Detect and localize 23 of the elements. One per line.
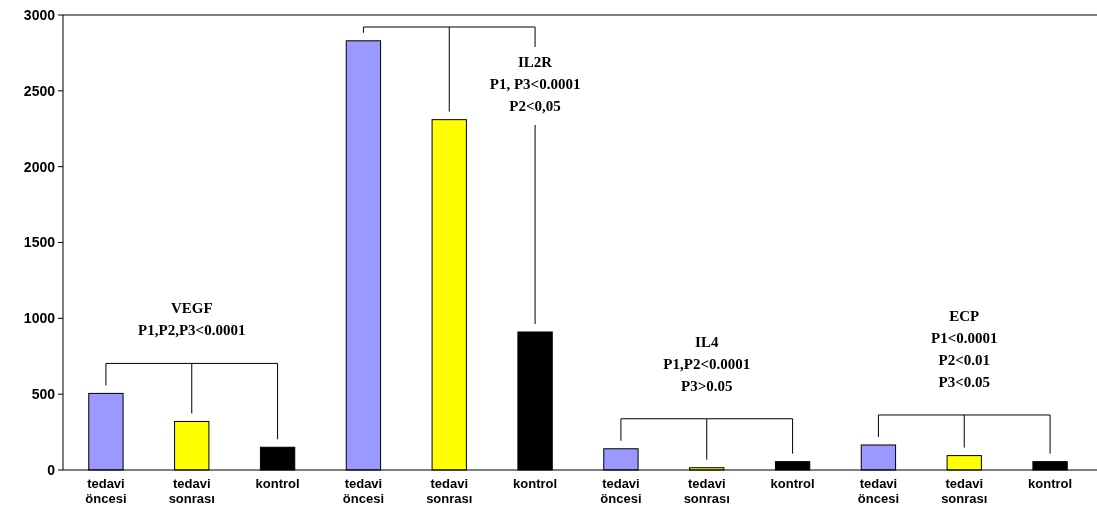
y-tick-label: 2000	[23, 158, 56, 175]
y-tick-label: 3000	[23, 6, 56, 23]
x-tick-label: kontrol	[513, 476, 558, 491]
annotation: IL4 P1,P2<0.0001 P3>0.05	[663, 333, 751, 394]
x-tick-label: tedavi sonrası	[426, 476, 473, 506]
x-tick-label: tedavi öncesi	[85, 476, 127, 506]
x-tick-label: tedavi öncesi	[342, 476, 385, 506]
annotation: IL2R P1, P3<0.0001 P2<0,05	[489, 54, 581, 114]
y-tick-label: 1500	[23, 234, 56, 251]
y-tick-label: 0	[47, 461, 56, 478]
annotation: ECP P1<0.0001 P2<0.01 P3<0.05	[931, 307, 998, 390]
x-tick-label: tedavi öncesi	[857, 476, 900, 506]
x-tick-label: tedavi sonrası	[683, 476, 730, 506]
x-tick-label: kontrol	[770, 476, 815, 491]
annotation: VEGF P1,P2,P3<0.0001	[138, 300, 246, 339]
x-tick-label: tedavi sonrası	[168, 476, 215, 506]
x-tick-label: tedavi sonrası	[941, 476, 988, 506]
y-tick-label: 2500	[23, 82, 56, 99]
x-tick-label: tedavi öncesi	[600, 476, 642, 506]
x-tick-label: kontrol	[255, 476, 300, 491]
y-tick-label: 500	[31, 386, 56, 403]
x-tick-label: kontrol	[1028, 476, 1073, 491]
y-tick-label: 1000	[23, 310, 56, 327]
